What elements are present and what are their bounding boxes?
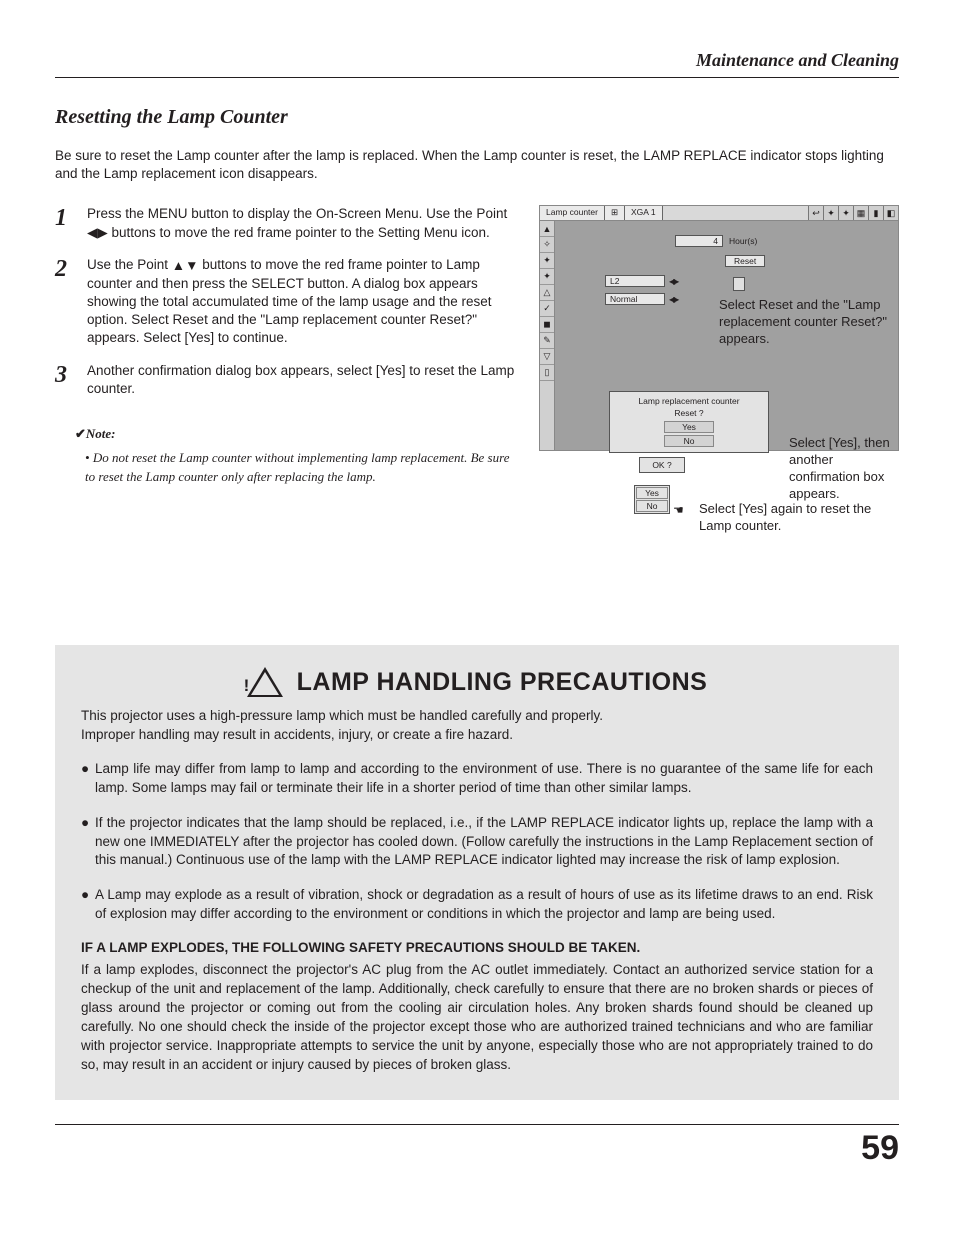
chapter-header: Maintenance and Cleaning bbox=[55, 50, 899, 78]
page-number: 59 bbox=[55, 1125, 899, 1168]
prec-intro-line2: Improper handling may result in accident… bbox=[81, 727, 513, 742]
step-text-a: Use the Point bbox=[87, 257, 172, 272]
precautions-title-row: ! LAMP HANDLING PRECAUTIONS bbox=[81, 667, 873, 697]
note-block: ✔Note: • Do not reset the Lamp counter w… bbox=[75, 424, 519, 487]
bullet-1: ● Lamp life may differ from lamp to lamp… bbox=[81, 760, 873, 798]
osd-side-icon: ✧ bbox=[540, 237, 554, 253]
osd-topbar-mode: XGA 1 bbox=[625, 206, 663, 220]
dialog-no: No bbox=[664, 435, 714, 447]
warning-triangle-icon: ! bbox=[247, 667, 283, 697]
two-column-layout: 1 Press the MENU button to display the O… bbox=[55, 205, 899, 595]
step-3: 3 Another confirmation dialog box appear… bbox=[55, 362, 519, 398]
annotation-2: Select [Yes], then another confirmation … bbox=[789, 435, 899, 503]
step-2: 2 Use the Point ▲▼ buttons to move the r… bbox=[55, 256, 519, 347]
mode-row: Normal ◀▶ bbox=[605, 293, 677, 305]
osd-topbar-label: Lamp counter bbox=[540, 206, 605, 220]
step-number: 3 bbox=[55, 362, 87, 398]
note-label: Note: bbox=[86, 426, 116, 441]
bullet-2: ● If the projector indicates that the la… bbox=[81, 814, 873, 871]
pointer-hand-icon: ☚ bbox=[673, 503, 684, 517]
osd-icon: ✦ bbox=[838, 206, 853, 220]
osd-topbar-icons: ↩ ✦ ✦ ▦ ▮ ◧ bbox=[808, 206, 898, 220]
bullet-3: ● A Lamp may explode as a result of vibr… bbox=[81, 886, 873, 924]
step-text-b: buttons to move the red frame pointer to… bbox=[108, 225, 490, 240]
checkmark-icon: ✔ bbox=[75, 426, 86, 441]
hours-value: 4 bbox=[675, 235, 723, 247]
page: Maintenance and Cleaning Resetting the L… bbox=[0, 0, 954, 1208]
note-text: Do not reset the Lamp counter without im… bbox=[85, 450, 509, 485]
osd-topbar-icon: ⊞ bbox=[605, 206, 625, 220]
osd-side-icon: ◼ bbox=[540, 317, 554, 333]
osd-side-icon: ✎ bbox=[540, 333, 554, 349]
arrows-icon: ◀▶ bbox=[669, 277, 677, 286]
dialog-yes: Yes bbox=[664, 421, 714, 433]
note-body: • Do not reset the Lamp counter without … bbox=[85, 448, 519, 487]
hours-row: 4 Hour(s) bbox=[675, 235, 757, 247]
prec-intro-line1: This projector uses a high-pressure lamp… bbox=[81, 708, 603, 723]
bullet-text: If the projector indicates that the lamp… bbox=[95, 814, 873, 871]
step-1: 1 Press the MENU button to display the O… bbox=[55, 205, 519, 242]
dialog-ok: OK ? bbox=[639, 457, 685, 473]
point-up-down-icon: ▲▼ bbox=[172, 257, 199, 275]
intro-paragraph: Be sure to reset the Lamp counter after … bbox=[55, 147, 899, 183]
osd-side-icon: ✦ bbox=[540, 269, 554, 285]
step-text: Another confirmation dialog box appears,… bbox=[87, 362, 519, 398]
osd-screenshot: Lamp counter ⊞ XGA 1 ↩ ✦ ✦ ▦ ▮ ◧ bbox=[539, 205, 899, 595]
osd-side-icon: ▲ bbox=[540, 221, 554, 237]
step-text: Press the MENU button to display the On-… bbox=[87, 205, 519, 242]
bullet-dot-icon: ● bbox=[81, 886, 95, 924]
precautions-title: LAMP HANDLING PRECAUTIONS bbox=[297, 668, 708, 697]
dialog-no: No bbox=[636, 500, 668, 512]
osd-icon: ↩ bbox=[808, 206, 823, 220]
osd-sidebar: ▲ ✧ ✦ ✦ △ ✓ ◼ ✎ ▽ ▯ bbox=[539, 221, 555, 451]
step-text: Use the Point ▲▼ buttons to move the red… bbox=[87, 256, 519, 347]
osd-topbar: Lamp counter ⊞ XGA 1 ↩ ✦ ✦ ▦ ▮ ◧ bbox=[539, 205, 899, 221]
osd-side-icon: ✓ bbox=[540, 301, 554, 317]
bullet-text: Lamp life may differ from lamp to lamp a… bbox=[95, 760, 873, 798]
mode-row: L2 ◀▶ bbox=[605, 275, 677, 287]
dialog-subtitle: Reset ? bbox=[610, 407, 768, 419]
annotation-3: Select [Yes] again to reset the Lamp cou… bbox=[699, 501, 899, 535]
bullet-dot-icon: ● bbox=[81, 760, 95, 798]
trash-icon bbox=[733, 277, 745, 291]
section-title: Resetting the Lamp Counter bbox=[55, 106, 899, 129]
osd-side-icon: △ bbox=[540, 285, 554, 301]
reset-button: Reset bbox=[725, 255, 765, 267]
osd-side-icon: ✦ bbox=[540, 253, 554, 269]
osd-icon: ◧ bbox=[883, 206, 898, 220]
mode-normal: Normal bbox=[605, 293, 665, 305]
osd-side-icon: ▯ bbox=[540, 365, 554, 381]
step-number: 2 bbox=[55, 256, 87, 347]
bullet-dot-icon: ● bbox=[81, 814, 95, 871]
osd-icon: ✦ bbox=[823, 206, 838, 220]
hours-label: Hour(s) bbox=[729, 236, 757, 246]
step-number: 1 bbox=[55, 205, 87, 242]
dialog-yes-no: Yes No bbox=[634, 485, 670, 514]
bullet-text: A Lamp may explode as a result of vibrat… bbox=[95, 886, 873, 924]
precautions-intro: This projector uses a high-pressure lamp… bbox=[81, 707, 873, 743]
mode-l2: L2 bbox=[605, 275, 665, 287]
step-text-a: Press the MENU button to display the On-… bbox=[87, 206, 507, 221]
screenshot-column: Lamp counter ⊞ XGA 1 ↩ ✦ ✦ ▦ ▮ ◧ bbox=[539, 205, 899, 595]
dialog-reset-confirm: Lamp replacement counter Reset ? Yes No bbox=[609, 391, 769, 453]
dialog-yes: Yes bbox=[636, 487, 668, 499]
point-left-right-icon: ◀▶ bbox=[87, 224, 108, 242]
dialog-title: Lamp replacement counter bbox=[610, 395, 768, 407]
osd-icon: ▦ bbox=[853, 206, 868, 220]
osd-side-icon: ▽ bbox=[540, 349, 554, 365]
page-footer: 59 bbox=[55, 1124, 899, 1168]
precautions-box: ! LAMP HANDLING PRECAUTIONS This project… bbox=[55, 645, 899, 1100]
annotation-1: Select Reset and the "Lamp replacement c… bbox=[719, 297, 889, 348]
explosion-warning-body: If a lamp explodes, disconnect the proje… bbox=[81, 961, 873, 1074]
steps-column: 1 Press the MENU button to display the O… bbox=[55, 205, 519, 595]
explosion-warning-heading: IF A LAMP EXPLODES, THE FOLLOWING SAFETY… bbox=[81, 940, 873, 955]
arrows-icon: ◀▶ bbox=[669, 295, 677, 304]
osd-icon: ▮ bbox=[868, 206, 883, 220]
